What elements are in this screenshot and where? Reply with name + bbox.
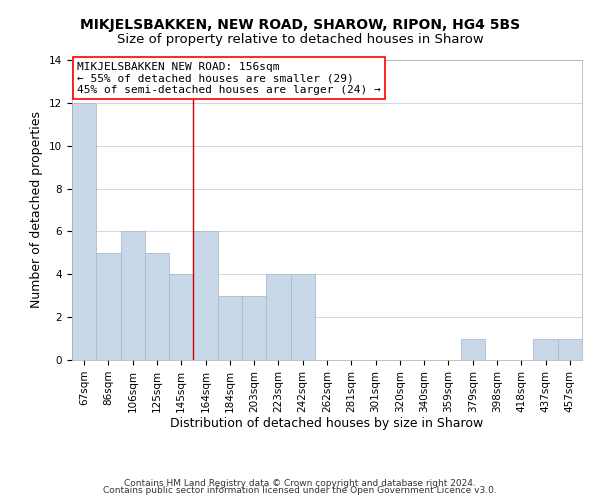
Bar: [121, 232, 145, 360]
Bar: [533, 338, 558, 360]
Bar: [145, 253, 169, 360]
Bar: [290, 274, 315, 360]
Bar: [193, 232, 218, 360]
Text: MIKJELSBAKKEN, NEW ROAD, SHAROW, RIPON, HG4 5BS: MIKJELSBAKKEN, NEW ROAD, SHAROW, RIPON, …: [80, 18, 520, 32]
Y-axis label: Number of detached properties: Number of detached properties: [31, 112, 43, 308]
Bar: [218, 296, 242, 360]
Text: MIKJELSBAKKEN NEW ROAD: 156sqm
← 55% of detached houses are smaller (29)
45% of : MIKJELSBAKKEN NEW ROAD: 156sqm ← 55% of …: [77, 62, 381, 94]
Bar: [266, 274, 290, 360]
Bar: [461, 338, 485, 360]
Bar: [242, 296, 266, 360]
Bar: [169, 274, 193, 360]
X-axis label: Distribution of detached houses by size in Sharow: Distribution of detached houses by size …: [170, 418, 484, 430]
Text: Contains HM Land Registry data © Crown copyright and database right 2024.: Contains HM Land Registry data © Crown c…: [124, 478, 476, 488]
Bar: [72, 103, 96, 360]
Text: Contains public sector information licensed under the Open Government Licence v3: Contains public sector information licen…: [103, 486, 497, 495]
Text: Size of property relative to detached houses in Sharow: Size of property relative to detached ho…: [116, 32, 484, 46]
Bar: [96, 253, 121, 360]
Bar: [558, 338, 582, 360]
